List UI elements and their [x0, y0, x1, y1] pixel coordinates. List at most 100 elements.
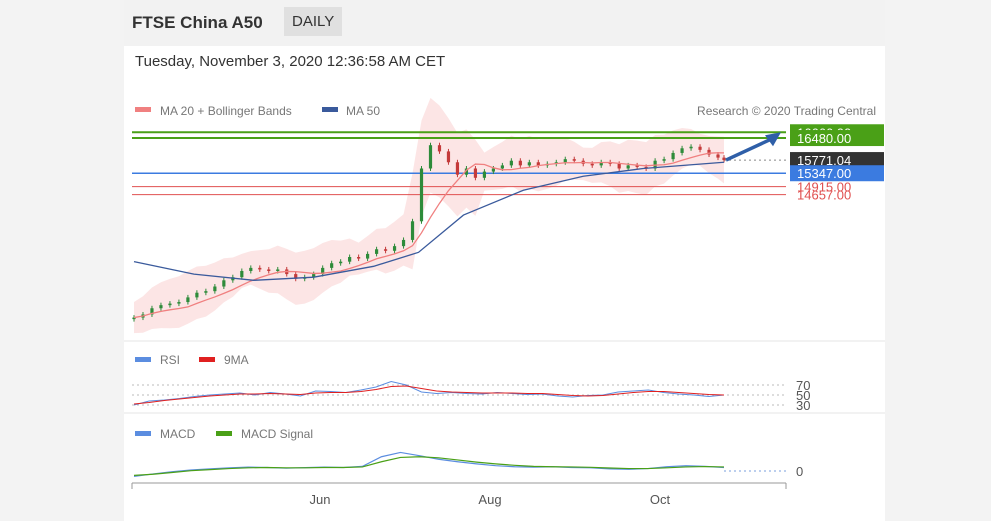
macd-series-line — [133, 451, 725, 478]
bollinger-band — [134, 97, 724, 334]
candle-body — [617, 163, 621, 169]
period-badge[interactable]: DAILY — [284, 7, 343, 36]
candle-body — [401, 239, 406, 247]
candle-body — [276, 269, 280, 271]
ma20-legend-swatch — [135, 107, 151, 112]
chart-header: FTSE China A50 DAILY — [124, 0, 885, 46]
x-tick-label: Oct — [650, 492, 671, 507]
ma20-legend-label: MA 20 + Bollinger Bands — [160, 104, 292, 118]
candle-body — [213, 286, 217, 292]
timestamp: Tuesday, November 3, 2020 12:36:58 AM CE… — [135, 53, 446, 70]
ma50-legend-swatch — [322, 107, 338, 112]
x-tick-label: Aug — [478, 492, 501, 507]
candle-body — [330, 263, 334, 268]
rsi-ma-legend-label: 9MA — [224, 353, 249, 367]
forecast-arrow — [725, 136, 774, 162]
candle-body — [150, 308, 154, 315]
macd-legend-label: MACD — [160, 427, 196, 441]
candle-body — [267, 269, 271, 271]
candle-body — [204, 291, 208, 293]
candle-body — [357, 257, 361, 259]
candle-body — [321, 267, 325, 275]
candle-body — [635, 165, 639, 167]
forecast-arrowhead — [765, 132, 781, 147]
price-label-current: 15771.04 — [797, 153, 851, 168]
candle-body — [168, 303, 172, 306]
macd-tick-label: 0 — [796, 464, 803, 479]
candle-body — [446, 151, 451, 163]
rsi-tick-label: 70 — [796, 378, 810, 393]
candle-body — [249, 267, 253, 271]
candle-body — [536, 162, 540, 166]
candle-body — [563, 159, 567, 163]
candle-body — [159, 305, 163, 309]
candle-body — [527, 162, 531, 166]
candle-body — [339, 261, 343, 264]
ma50-line — [133, 161, 725, 281]
candle-body — [464, 168, 469, 175]
candle-body — [698, 146, 702, 150]
candle-body — [366, 253, 370, 259]
macd-plot: 0 — [133, 451, 803, 479]
candle-body — [689, 146, 693, 149]
candle-body — [680, 148, 684, 153]
candle-body — [240, 270, 244, 278]
candle-body — [374, 249, 379, 254]
rsi-ma-legend-swatch — [199, 357, 215, 362]
candle-body — [722, 157, 726, 161]
candle-body — [419, 168, 424, 222]
candle-body — [383, 249, 388, 251]
rsi-series-line — [133, 380, 725, 406]
rsi-series-line — [133, 385, 725, 405]
candle-body — [482, 171, 487, 178]
candle-body — [410, 221, 415, 240]
instrument-title: FTSE China A50 — [132, 13, 263, 32]
candle-body — [312, 274, 316, 278]
ma20-line — [133, 152, 725, 319]
candle-body — [177, 302, 181, 304]
candle-body — [572, 159, 576, 161]
candle-body — [626, 165, 630, 169]
candle-body — [671, 152, 675, 160]
candle-body — [428, 145, 433, 169]
candle-body — [500, 165, 504, 169]
candle-body — [195, 292, 199, 298]
macd-series-line — [133, 456, 725, 476]
candle-body — [509, 160, 513, 166]
macd-legend-swatch — [135, 431, 151, 436]
price-label-box — [790, 152, 884, 169]
ma50-legend-label: MA 50 — [346, 104, 380, 118]
candle-body — [392, 246, 397, 251]
candle-body — [348, 257, 352, 262]
candle-body — [473, 168, 478, 178]
macd-signal-legend-swatch — [216, 431, 232, 436]
macd-signal-legend-label: MACD Signal — [241, 427, 313, 441]
candle-body — [222, 280, 226, 287]
price-label-resistance: 16480.00 — [797, 131, 851, 146]
candle-body — [599, 162, 603, 166]
price-label-box — [790, 130, 884, 147]
chart-panel: FTSE China A50 DAILY Tuesday, November 3… — [124, 0, 885, 521]
rsi-tick-label: 30 — [796, 398, 810, 413]
candle-body — [258, 267, 262, 270]
candle-body — [491, 168, 495, 172]
rsi-tick-label: 50 — [796, 388, 810, 403]
price-label-pivot: 15347.00 — [797, 166, 851, 181]
candle-body — [707, 149, 711, 155]
x-axis-ticks: Jun Aug Oct — [310, 492, 671, 507]
rsi-legend-swatch — [135, 357, 151, 362]
candle-body — [518, 160, 522, 166]
credit-text: Research © 2020 Trading Central — [697, 104, 876, 118]
candle-body — [132, 317, 136, 320]
candle-body — [455, 162, 460, 175]
price-plot: 16666.0016480.0015771.0415347.0014915.00… — [132, 97, 884, 334]
candle-body — [716, 154, 720, 158]
price-label-box — [790, 165, 884, 182]
candle-body — [662, 159, 666, 161]
price-label-support: 14915.00 — [797, 180, 851, 195]
candle-body — [590, 163, 594, 166]
candle-body — [186, 297, 190, 303]
price-label-support: 14657.00 — [797, 188, 851, 203]
candle-body — [437, 145, 442, 152]
